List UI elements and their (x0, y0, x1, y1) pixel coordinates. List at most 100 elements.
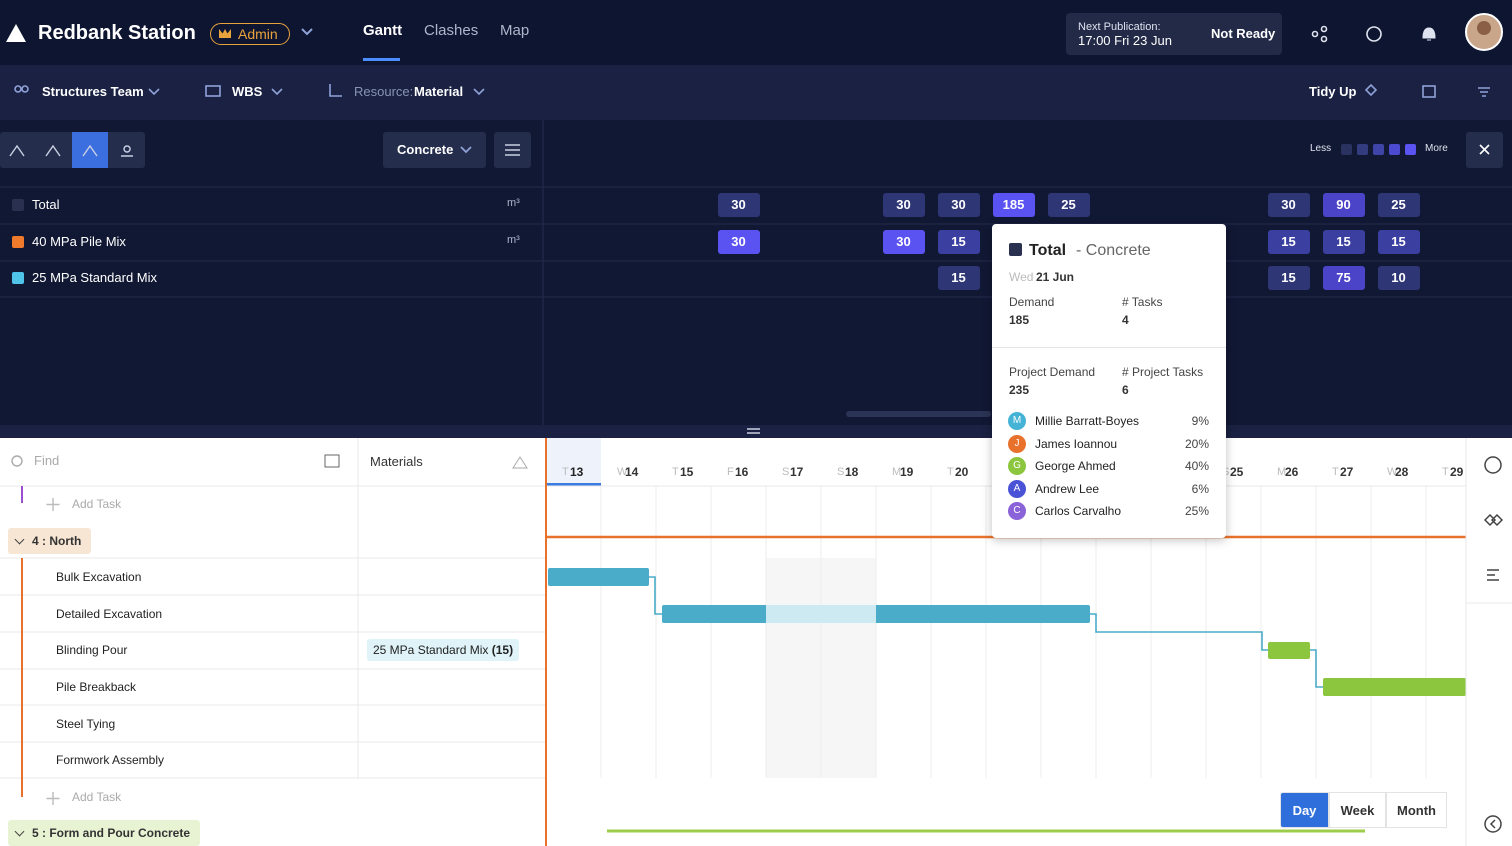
day-number: 17 (790, 465, 804, 479)
tidy-up[interactable]: Tidy Up (1309, 84, 1357, 99)
legend-swatch (1341, 144, 1352, 155)
publication-box[interactable] (1066, 13, 1282, 55)
task-name[interactable]: Detailed Excavation (56, 606, 163, 621)
bell-icon[interactable] (1422, 27, 1436, 41)
demand-cell[interactable]: 25 (1377, 193, 1420, 217)
demand-cell[interactable]: 30 (882, 193, 925, 217)
person-share: 9% (1191, 414, 1209, 428)
chevron[interactable] (148, 88, 485, 96)
collapse-icon[interactable] (1484, 815, 1502, 833)
info-icon[interactable] (1484, 456, 1502, 474)
view-button[interactable]: Day (1280, 792, 1329, 828)
task-bar[interactable] (1323, 678, 1466, 696)
demand-cell[interactable]: 30 (882, 230, 925, 254)
logo (6, 24, 26, 42)
task-bar[interactable] (548, 568, 649, 586)
person-name: Carlos Carvalho (1035, 504, 1122, 518)
resource-filter[interactable]: Material (414, 84, 464, 99)
day-dow: T (672, 466, 679, 478)
demand-cell[interactable]: 25 (1047, 193, 1090, 217)
chevron[interactable] (301, 28, 313, 36)
sparkle-icon[interactable] (1364, 83, 1378, 97)
add-task[interactable]: Add Task (72, 497, 122, 511)
demand-cell[interactable]: 15 (1267, 230, 1310, 254)
day-dow: S (782, 466, 790, 478)
scrollbar[interactable] (846, 411, 991, 417)
demand-cell[interactable]: 30 (717, 193, 760, 217)
columns-icon[interactable] (324, 454, 340, 468)
tooltip-swatch (1009, 243, 1022, 256)
stat-value: 6 (1122, 383, 1129, 397)
task-name[interactable]: Pile Breakback (56, 680, 137, 694)
tab[interactable]: Gantt (363, 22, 403, 39)
material-dropdown[interactable] (383, 132, 486, 168)
view-button[interactable]: Month (1386, 792, 1447, 828)
list-icon[interactable] (1487, 569, 1499, 581)
share-icon[interactable] (1320, 25, 1328, 33)
calendar-icon[interactable] (1422, 85, 1436, 98)
demand-cell[interactable]: 15 (1267, 266, 1310, 290)
demand-cell[interactable]: 15 (1322, 230, 1365, 254)
demand-cell[interactable]: 30 (937, 193, 980, 217)
role-badge[interactable]: Admin (210, 23, 290, 45)
day-number: 18 (845, 465, 859, 479)
tab[interactable]: Clashes (424, 22, 479, 39)
day-dow: M (1277, 466, 1287, 478)
resource-panel (0, 120, 1512, 425)
task-name[interactable]: Formwork Assembly (56, 753, 165, 768)
crown-icon (219, 29, 231, 38)
tab[interactable]: Map (500, 22, 530, 39)
day-dow: W (617, 466, 628, 478)
day-number: 19 (900, 465, 914, 479)
filter-icon[interactable] (1478, 87, 1490, 97)
demand-cell[interactable]: 30 (1267, 193, 1310, 217)
tooltip-divider (992, 347, 1226, 348)
day-dow: T (1332, 466, 1339, 478)
demand-cell[interactable]: 15 (937, 230, 980, 254)
view-button[interactable]: Week (1329, 792, 1386, 828)
hierarchy-icon[interactable] (512, 456, 528, 469)
task-bar[interactable] (1268, 642, 1310, 659)
task-name[interactable]: Bulk Excavation (56, 570, 142, 585)
person-name: James Ioannou (1035, 436, 1118, 451)
legend-swatch (1373, 144, 1384, 155)
day-dow: T (947, 466, 954, 478)
person-avatar: C (1008, 502, 1026, 520)
team-filter[interactable]: Structures Team (42, 84, 144, 99)
add-icon[interactable] (46, 498, 60, 805)
stat-label: Demand (1009, 295, 1055, 309)
demand-cell[interactable]: 10 (1377, 266, 1420, 290)
demand-cell[interactable]: 90 (1322, 193, 1365, 217)
row-swatch (12, 199, 24, 211)
link-icon[interactable] (1483, 513, 1504, 527)
person-name: George Ahmed (1035, 459, 1116, 473)
find-input[interactable]: Find (34, 453, 60, 468)
settings-icon (505, 144, 520, 156)
view-button-active[interactable] (72, 132, 108, 168)
help-icon[interactable] (1366, 26, 1382, 42)
share-icon[interactable] (1311, 30, 1319, 38)
view-icon (9, 144, 133, 157)
wbs-filter[interactable]: WBS (232, 84, 263, 99)
demand-cell[interactable]: 15 (937, 266, 980, 290)
material-tag[interactable]: 25 MPa Standard Mix (15) (367, 639, 520, 662)
share-icon[interactable] (1320, 35, 1328, 43)
material-name[interactable]: Concrete (397, 142, 454, 157)
task-name[interactable]: Steel Tying (56, 716, 116, 731)
splitter-handle[interactable] (747, 428, 760, 434)
demand-cell[interactable]: 75 (1322, 266, 1365, 290)
resource-label[interactable]: Resource: (354, 84, 414, 99)
demand-cell[interactable]: 15 (1377, 230, 1420, 254)
day-dow: M (892, 466, 902, 478)
demand-cell[interactable]: 30 (717, 230, 760, 254)
task-name[interactable]: Blinding Pour (56, 643, 128, 658)
legend-swatch (1357, 144, 1368, 155)
group-badge[interactable]: 4 : North (8, 527, 92, 554)
person-share: 40% (1184, 459, 1209, 473)
demand-cell[interactable]: 185 (992, 193, 1035, 217)
group-badge[interactable]: 5 : Form and Pour Concrete (8, 820, 201, 846)
add-task[interactable]: Add Task (72, 789, 122, 804)
person-name: Andrew Lee (1035, 481, 1100, 496)
